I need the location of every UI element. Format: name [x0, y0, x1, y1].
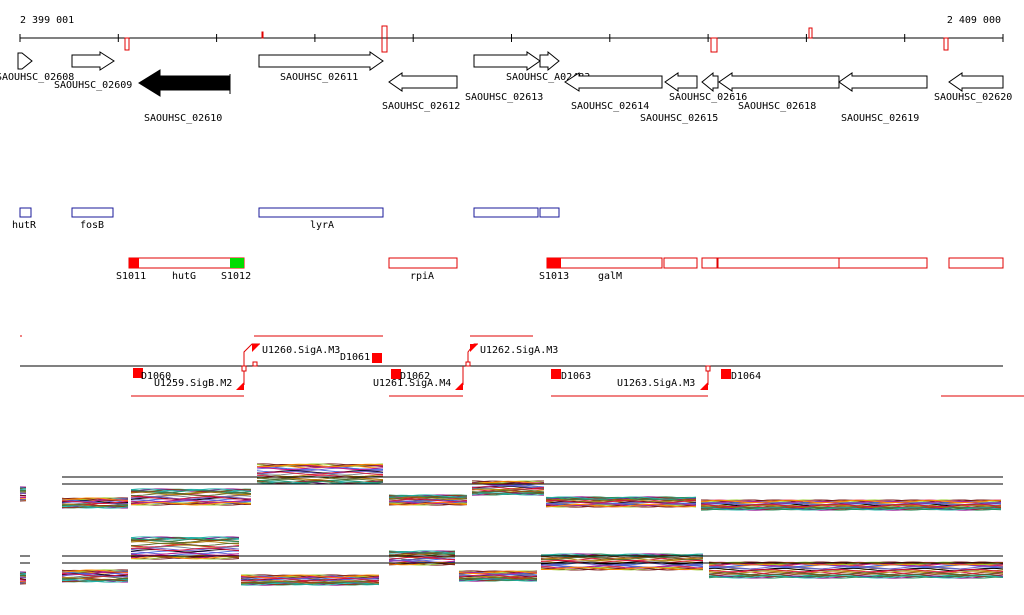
expression-profile-line — [19, 556, 1004, 583]
gene-label-saouhsc-02616: SAOUHSC_02616 — [669, 92, 747, 103]
feature-d1064[interactable] — [721, 369, 731, 379]
gene-name-box-lyra[interactable] — [258, 207, 384, 218]
gene-arrow-saouhsc-02616[interactable] — [701, 71, 719, 93]
gene-label-saouhsc-02614: SAOUHSC_02614 — [571, 101, 649, 112]
gene-label-saouhsc-02609: SAOUHSC_02609 — [54, 80, 132, 91]
operon-label-rpia: rpiA — [410, 271, 434, 282]
feature-flag-u1262[interactable] — [470, 344, 478, 352]
gene-arrow-saouhsc-02614[interactable] — [564, 72, 663, 92]
gene-label-saouhsc-02612: SAOUHSC_02612 — [382, 101, 460, 112]
feature-d1063[interactable] — [551, 369, 561, 379]
gene-label-saouhsc-a02483: SAOUHSC_A02483 — [506, 72, 590, 83]
feature-d1062[interactable] — [391, 369, 401, 379]
feature-d1061[interactable] — [372, 353, 382, 363]
operon-box-4[interactable] — [717, 257, 840, 269]
expression-profile-line — [19, 536, 1004, 586]
feature-label-d1061: D1061 — [340, 352, 370, 363]
operon-marker-s1011[interactable] — [129, 258, 139, 268]
feature-flag-u1260[interactable] — [252, 344, 260, 352]
gene-name-track — [19, 207, 560, 218]
operon-marker-label-s1013: S1013 — [539, 271, 569, 282]
feature-label-d1063: D1063 — [561, 371, 591, 382]
gene-arrow-saouhsc-02618[interactable] — [718, 72, 840, 92]
gene-name-box-a02483[interactable] — [539, 207, 560, 218]
expression-profile-line — [19, 547, 1004, 581]
feature-label-d1060: D1060 — [141, 371, 171, 382]
gene-track: SAOUHSC_02608 SAOUHSC_02609 SAOUHSC_0261… — [0, 50, 1012, 124]
operon-box-5[interactable] — [838, 257, 928, 269]
expression-profile-line — [19, 471, 1002, 507]
gene-name-box-02613[interactable] — [473, 207, 539, 218]
gene-name-box-hutr[interactable] — [19, 207, 32, 218]
operon-box-2[interactable] — [663, 257, 698, 269]
end-coordinate: 2 409 000 — [947, 15, 1001, 26]
coordinate-ruler: 2 399 001 2 409 000 — [19, 15, 1004, 53]
gene-arrow-saouhsc-02609[interactable] — [71, 51, 115, 71]
feature-d1060[interactable] — [133, 368, 143, 378]
gene-label-saouhsc-02608: SAOUHSC_02608 — [0, 72, 74, 83]
operon-box-galm[interactable] — [546, 257, 663, 269]
gene-name-fosb: fosB — [80, 220, 104, 231]
expression-track-upper — [19, 463, 1003, 511]
gene-arrow-saouhsc-a02483[interactable] — [539, 50, 560, 72]
expression-track-lower — [19, 536, 1004, 586]
feature-label-d1062: D1062 — [400, 371, 430, 382]
gene-name-hutr: hutR — [12, 220, 37, 231]
feature-label-u1262: U1262.SigA.M3 — [480, 345, 558, 356]
feature-track — [20, 335, 1024, 397]
gene-arrow-saouhsc-02611[interactable] — [258, 51, 384, 71]
gene-label-saouhsc-02619: SAOUHSC_02619 — [841, 113, 919, 124]
gene-label-saouhsc-02611: SAOUHSC_02611 — [280, 72, 358, 83]
gene-arrow-saouhsc-02613[interactable] — [473, 51, 541, 71]
feature-label-u1261: U1261.SigA.M4 — [373, 378, 451, 389]
operon-label-hutg: hutG — [172, 271, 196, 282]
gene-arrow-saouhsc-02615[interactable] — [664, 72, 698, 92]
feature-flag-u1261[interactable] — [455, 382, 463, 390]
operon-box-6[interactable] — [948, 257, 1004, 269]
expression-profile-line — [19, 547, 1004, 582]
gene-arrow-saouhsc-02620[interactable] — [948, 72, 1004, 92]
operon-marker-s1012[interactable] — [230, 258, 244, 268]
gene-arrow-saouhsc-02619[interactable] — [838, 72, 928, 92]
gene-label-saouhsc-02615: SAOUHSC_02615 — [640, 113, 718, 124]
expression-profile-line — [19, 463, 1001, 508]
operon-marker-label-s1012: S1012 — [221, 271, 251, 282]
gene-arrow-saouhsc-02612[interactable] — [388, 72, 458, 92]
operon-box-rpia[interactable] — [388, 257, 458, 269]
feature-label-u1259: U1259.SigB.M2 — [154, 378, 232, 389]
feature-label-u1260: U1260.SigA.M3 — [262, 345, 340, 356]
operon-track — [128, 257, 1004, 269]
start-coordinate: 2 399 001 — [20, 15, 74, 26]
operon-marker-s1013[interactable] — [547, 258, 561, 268]
gene-arrow-saouhsc-02610[interactable] — [138, 69, 231, 97]
gene-label-saouhsc-02613: SAOUHSC_02613 — [465, 92, 543, 103]
operon-box-hutg[interactable] — [128, 257, 245, 269]
expression-profile-line — [19, 466, 1002, 507]
feature-flag-u1259[interactable] — [236, 382, 244, 390]
feature-flag-u1263[interactable] — [700, 382, 708, 390]
gene-arrow-saouhsc-02608[interactable] — [17, 52, 33, 70]
ruler-feature-marks — [124, 25, 949, 53]
gene-label-saouhsc-02620: SAOUHSC_02620 — [934, 92, 1012, 103]
operon-label-galm: galM — [598, 271, 622, 282]
operon-marker-label-s1011: S1011 — [116, 271, 146, 282]
feature-label-d1064: D1064 — [731, 371, 761, 382]
gene-name-lyra: lyrA — [310, 220, 334, 231]
gene-name-box-fosb[interactable] — [71, 207, 114, 218]
gene-label-saouhsc-02618: SAOUHSC_02618 — [738, 101, 816, 112]
feature-label-u1263: U1263.SigA.M3 — [617, 378, 695, 389]
operon-box-3[interactable] — [701, 257, 718, 269]
gene-label-saouhsc-02610: SAOUHSC_02610 — [144, 113, 222, 124]
